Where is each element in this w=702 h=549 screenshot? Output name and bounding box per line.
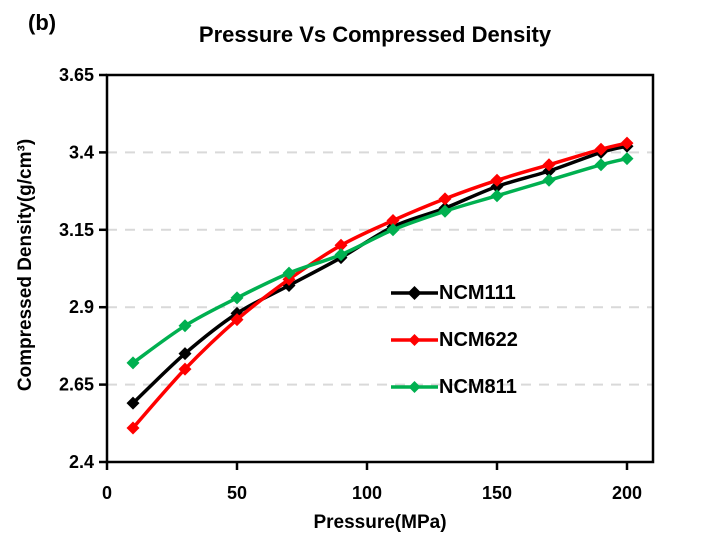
gridlines	[107, 151, 653, 386]
data-point-marker	[594, 158, 608, 172]
series-line-ncm811	[131, 156, 628, 365]
data-point-marker	[334, 248, 348, 262]
data-point-marker	[230, 313, 244, 327]
x-tick-label: 100	[352, 483, 382, 503]
plot-border	[105, 73, 655, 464]
legend-item-ncm111: NCM111	[391, 272, 518, 314]
data-point-marker	[126, 421, 140, 435]
axis-ticks: 2.4 2.65 2.9 3.15 3.4 3.65 0 50 100 150 200	[59, 65, 642, 503]
data-point-marker	[386, 223, 400, 237]
legend-marker-ncm622	[391, 334, 438, 346]
data-point-marker	[386, 214, 400, 228]
data-point-marker	[490, 173, 504, 187]
data-point-marker	[542, 158, 556, 172]
data-point-marker	[438, 204, 452, 218]
data-point-marker	[178, 319, 192, 333]
data-point-marker	[594, 142, 608, 156]
series-ncm622	[126, 136, 634, 435]
y-axis-title: Compressed Density(g/cm³)	[15, 138, 36, 392]
x-axis-title: Pressure(MPa)	[313, 512, 447, 533]
legend-marker-ncm811	[391, 381, 438, 393]
series-ncm111	[126, 139, 634, 410]
data-point-marker	[490, 189, 504, 203]
legend-item-ncm622: NCM622	[391, 319, 518, 361]
data-point-marker	[334, 238, 348, 252]
legend: NCM111 NCM622 NCM811	[391, 272, 518, 413]
series-line-ncm111	[131, 144, 628, 405]
legend-label-ncm622: NCM622	[439, 328, 518, 351]
figure-label: (b)	[28, 10, 57, 35]
x-tick-label: 0	[102, 483, 112, 503]
y-tick-label: 3.15	[59, 220, 94, 240]
data-point-marker	[126, 396, 140, 410]
legend-label-ncm811: NCM811	[439, 375, 517, 398]
y-tick-label: 3.4	[69, 142, 94, 162]
x-tick-label: 50	[227, 483, 247, 503]
data-point-marker	[178, 347, 192, 361]
data-point-marker	[620, 136, 634, 150]
data-point-marker	[126, 356, 140, 370]
data-point-marker	[230, 291, 244, 305]
data-point-marker	[438, 192, 452, 206]
data-point-marker	[282, 266, 296, 280]
chart-title: Pressure Vs Compressed Density	[198, 22, 552, 47]
x-tick-label: 200	[612, 483, 642, 503]
legend-marker-ncm111	[391, 286, 438, 300]
legend-label-ncm111: NCM111	[439, 281, 516, 304]
data-point-marker	[542, 173, 556, 187]
legend-item-ncm811: NCM811	[391, 366, 518, 408]
data-point-marker	[620, 152, 634, 166]
x-tick-label: 150	[482, 483, 512, 503]
y-tick-label: 2.65	[59, 375, 94, 395]
y-tick-label: 3.65	[59, 65, 94, 85]
y-tick-label: 2.9	[69, 297, 94, 317]
series-ncm811	[126, 152, 634, 370]
data-point-marker	[178, 362, 192, 376]
y-tick-label: 2.4	[69, 452, 94, 472]
